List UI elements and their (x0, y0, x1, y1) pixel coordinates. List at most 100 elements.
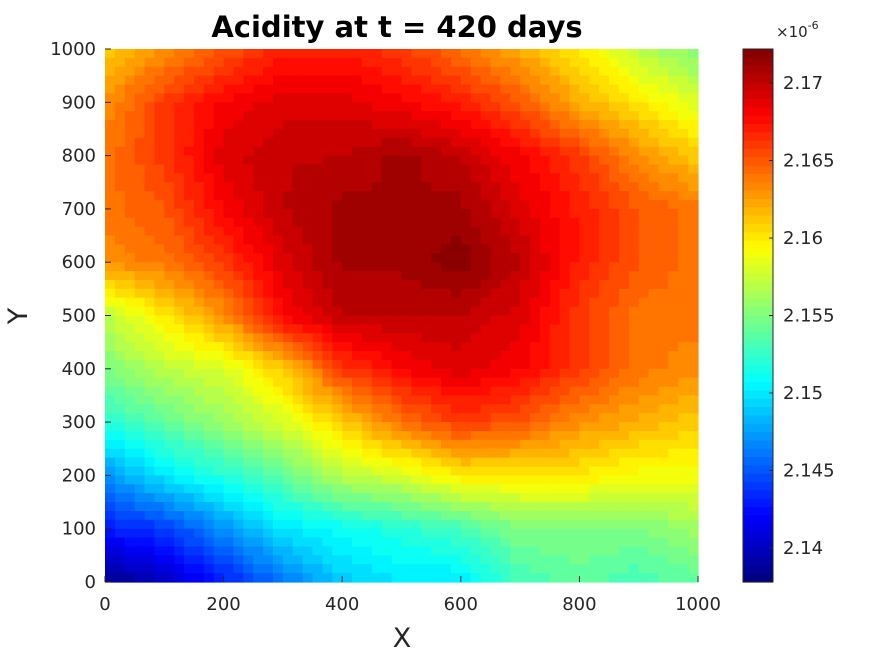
heatmap-cell (599, 528, 610, 539)
heatmap-cell (668, 191, 679, 201)
heatmap-cell (401, 253, 412, 263)
heatmap-cell (124, 359, 136, 370)
heatmap-cell (332, 262, 343, 272)
heatmap-cell (105, 475, 116, 485)
heatmap-cell (490, 439, 501, 450)
heatmap-cell (273, 226, 284, 237)
colorbar-swatch (743, 290, 773, 300)
colorbar-swatch (743, 490, 773, 500)
heatmap-cell (618, 484, 630, 494)
heatmap-cell (203, 84, 215, 95)
heatmap-cell (648, 49, 660, 59)
heatmap-cell (510, 475, 521, 485)
heatmap-cell (193, 253, 205, 263)
heatmap-cell (342, 217, 353, 228)
heatmap-cell (549, 475, 561, 485)
heatmap-cell (134, 484, 146, 494)
heatmap-cell (480, 519, 492, 530)
heatmap-cell (658, 555, 669, 565)
heatmap-cell (342, 235, 353, 246)
heatmap-cell (618, 430, 630, 441)
heatmap-cell (332, 173, 343, 183)
heatmap-cell (549, 306, 561, 317)
heatmap-cell (470, 315, 482, 325)
heatmap-cell (569, 102, 580, 112)
heatmap-cell (243, 164, 254, 174)
heatmap-cell (658, 279, 669, 290)
heatmap-cell (510, 235, 521, 246)
heatmap-cell (470, 510, 482, 521)
heatmap-cell (618, 297, 630, 308)
heatmap-cell (105, 164, 116, 174)
heatmap-cell (648, 510, 660, 521)
heatmap-cell (609, 404, 620, 414)
heatmap-cell (500, 564, 511, 574)
heatmap-cell (569, 457, 580, 468)
heatmap-cell (549, 457, 561, 468)
heatmap-cell (668, 279, 679, 290)
heatmap-cell (618, 57, 630, 68)
heatmap-cell (292, 386, 304, 397)
heatmap-cell (134, 457, 146, 468)
heatmap-cell (549, 128, 561, 139)
heatmap-cell (381, 502, 393, 512)
heatmap-cell (144, 164, 156, 174)
heatmap-cell (273, 164, 284, 174)
heatmap-cell (441, 395, 452, 405)
heatmap-cell (599, 315, 610, 325)
heatmap-cell (302, 84, 314, 95)
heatmap-cell (371, 484, 383, 494)
heatmap-cell (658, 253, 669, 263)
heatmap-cell (539, 546, 551, 556)
heatmap-cell (154, 564, 165, 574)
heatmap-cell (441, 217, 452, 228)
heatmap-cell (203, 519, 215, 530)
heatmap-cell (263, 262, 274, 272)
heatmap-cell (203, 137, 215, 148)
heatmap-cell (618, 342, 630, 352)
heatmap-cell (342, 359, 353, 370)
heatmap-cell (193, 546, 205, 556)
heatmap-cell (658, 164, 669, 174)
heatmap-cell (510, 93, 521, 103)
heatmap-cell (559, 493, 571, 503)
heatmap-cell (253, 208, 264, 219)
heatmap-cell (638, 146, 650, 157)
heatmap-cell (579, 528, 590, 539)
heatmap-cell (658, 182, 669, 192)
heatmap-cell (460, 111, 472, 121)
colorbar-swatch (743, 498, 773, 508)
heatmap-cell (411, 217, 422, 228)
heatmap-cell (193, 244, 205, 254)
heatmap-cell (500, 404, 511, 414)
heatmap-cell (114, 111, 126, 121)
heatmap-cell (539, 493, 551, 503)
heatmap-cell (322, 537, 333, 548)
heatmap-cell (648, 555, 660, 565)
heatmap-cell (292, 466, 304, 476)
heatmap-cell (539, 253, 551, 263)
heatmap-cell (569, 493, 580, 503)
heatmap-cell (628, 49, 640, 59)
heatmap-cell (124, 93, 136, 103)
heatmap-cell (549, 253, 561, 263)
heatmap-cell (421, 519, 432, 530)
heatmap-cell (490, 546, 501, 556)
heatmap-cell (569, 315, 580, 325)
heatmap-cell (114, 546, 126, 556)
heatmap-cell (332, 75, 343, 86)
colorbar-swatch (743, 390, 773, 400)
heatmap-cell (569, 502, 580, 512)
heatmap-cell (628, 555, 640, 565)
heatmap-cell (411, 395, 422, 405)
heatmap-cell (273, 502, 284, 512)
heatmap-cell (648, 217, 660, 228)
heatmap-cell (164, 217, 175, 228)
heatmap-cell (273, 493, 284, 503)
heatmap-cell (381, 146, 393, 157)
heatmap-cell (480, 146, 492, 157)
heatmap-cell (154, 182, 165, 192)
heatmap-cell (312, 120, 324, 130)
heatmap-cell (618, 555, 630, 565)
heatmap-cell (668, 217, 679, 228)
